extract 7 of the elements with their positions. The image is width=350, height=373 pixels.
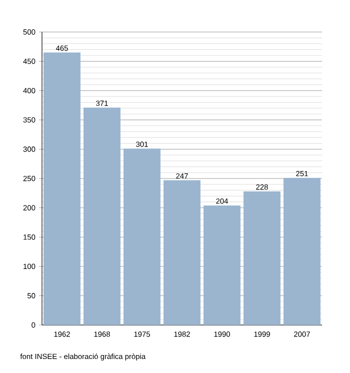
bar [203, 205, 240, 325]
bar [283, 178, 320, 325]
bar [243, 191, 280, 325]
bar [124, 148, 160, 325]
bar [163, 180, 200, 325]
bar [84, 108, 120, 325]
bar [44, 52, 80, 325]
